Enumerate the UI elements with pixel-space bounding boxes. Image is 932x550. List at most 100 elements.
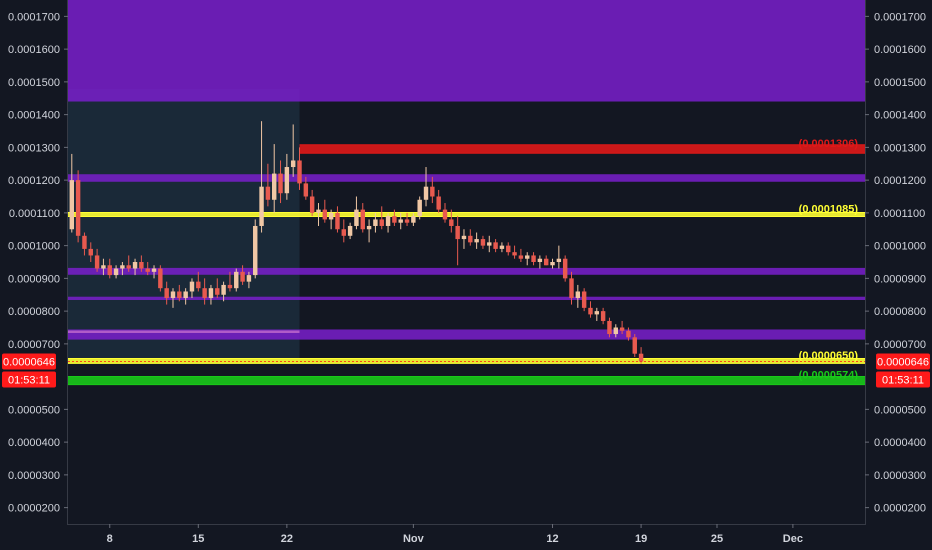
level-650-label: (0.0000650) — [799, 350, 859, 362]
candle-body — [626, 330, 631, 338]
candle-body — [107, 265, 112, 276]
y-tick-label-left: 0.0001000 — [8, 241, 60, 253]
zones-layer — [68, 0, 865, 340]
candle-body — [638, 353, 644, 362]
candle-body — [265, 186, 271, 200]
candle-body — [575, 291, 581, 299]
candle-body — [126, 265, 131, 269]
candle-body — [145, 268, 150, 272]
x-tick-label: 19 — [635, 533, 647, 545]
candle-body — [379, 219, 384, 226]
candle-body — [354, 209, 359, 226]
candle-body — [208, 288, 214, 299]
y-tick-label-left: 0.0001300 — [8, 142, 60, 154]
candle-body — [430, 186, 435, 197]
y-tick-label-left: 0.0000800 — [8, 306, 60, 318]
candle-body — [303, 183, 309, 197]
x-tick-label: 12 — [546, 533, 558, 545]
y-tick-label-right: 0.0000300 — [874, 470, 926, 482]
candle-body — [537, 258, 543, 262]
y-tick-label-right: 0.0000400 — [874, 437, 926, 449]
x-tick-label: 25 — [711, 533, 723, 545]
candle-body — [442, 209, 448, 220]
x-tick-label: Dec — [783, 533, 803, 545]
last-price-badge-right — [876, 353, 930, 370]
y-tick-label-right: 0.0000900 — [874, 273, 926, 285]
candle-body — [271, 173, 277, 200]
candle-body — [120, 265, 125, 269]
x-tick-label: Nov — [403, 533, 425, 545]
y-tick-label-right: 0.0000200 — [874, 503, 926, 515]
candle-body — [278, 173, 283, 194]
candle-body — [69, 180, 75, 230]
x-tick-label: 22 — [281, 533, 293, 545]
countdown-label-left: 01:53:11 — [8, 375, 50, 387]
y-axis[interactable]: 0.0001700 0.0001700 0.0001600 0.0001600 0.00… — [8, 11, 926, 514]
candle-body — [132, 262, 138, 269]
zone-838 — [68, 296, 865, 300]
candle-body — [588, 307, 593, 315]
candle-body — [259, 186, 264, 226]
candle-body — [487, 242, 492, 246]
candle-body — [499, 245, 505, 249]
candle-body — [449, 219, 454, 226]
candle-body — [550, 262, 555, 266]
candle-body — [297, 160, 302, 184]
candle-body — [404, 219, 410, 223]
candle-body — [632, 337, 637, 354]
y-tick-label-right: 0.0000700 — [874, 339, 926, 351]
countdown-label-right: 01:53:11 — [882, 375, 924, 387]
level-1098-label: (0.0001085) — [799, 204, 859, 216]
candle-body — [101, 265, 106, 269]
candle-body — [461, 235, 467, 240]
candle-body — [234, 271, 239, 289]
y-tick-label-left: 0.0000900 — [8, 273, 60, 285]
price-badges-layer: 0.0000646 01:53:11 0.0000646 01:53:11 — [2, 353, 930, 388]
y-tick-label-left: 0.0000200 — [8, 503, 60, 515]
candle-body — [506, 245, 511, 253]
candle-body — [113, 268, 119, 276]
y-tick-label-left: 0.0000400 — [8, 437, 60, 449]
resistance-1306-band — [299, 144, 865, 154]
candle-body — [392, 216, 397, 223]
candle-body — [227, 284, 233, 289]
candle-body — [411, 216, 416, 223]
candle-body — [619, 327, 625, 331]
support-574-label: (0.0000574) — [799, 370, 859, 382]
candle-body — [581, 291, 587, 308]
y-tick-label-right: 0.0001700 — [874, 11, 926, 23]
candle-body — [221, 284, 226, 295]
candle-body — [189, 281, 195, 292]
candle-body — [183, 291, 188, 299]
candle-body — [366, 225, 372, 230]
y-tick-label-left: 0.0000700 — [8, 339, 60, 351]
y-tick-label-left: 0.0001400 — [8, 110, 60, 122]
zone-top — [68, 0, 865, 102]
candle-body — [525, 255, 530, 259]
support-574-band — [68, 376, 865, 385]
y-tick-label-right: 0.0001000 — [874, 241, 926, 253]
y-tick-label-left: 0.0001200 — [8, 175, 60, 187]
zone-920 — [68, 267, 865, 275]
candle-body — [531, 255, 536, 262]
candle-body — [177, 291, 182, 299]
candle-body — [474, 239, 479, 243]
candle-body — [82, 235, 87, 249]
candle-body — [164, 288, 169, 299]
y-tick-label-left: 0.0000500 — [8, 404, 60, 416]
y-tick-label-right: 0.0001200 — [874, 175, 926, 187]
candle-body — [158, 268, 163, 289]
x-tick-label: 8 — [107, 533, 113, 545]
candle-body — [316, 209, 321, 213]
candle-body — [202, 288, 207, 299]
candle-body — [335, 212, 340, 230]
candle-body — [290, 160, 296, 168]
candle-body — [455, 225, 460, 240]
candle-body — [436, 196, 441, 210]
x-axis[interactable]: 8 15 22 Nov 12 19 25 Dec — [107, 524, 803, 545]
candle-body — [423, 186, 429, 200]
candle-body — [322, 209, 328, 220]
candle-body — [328, 212, 334, 220]
y-tick-label-right: 0.0000800 — [874, 306, 926, 318]
